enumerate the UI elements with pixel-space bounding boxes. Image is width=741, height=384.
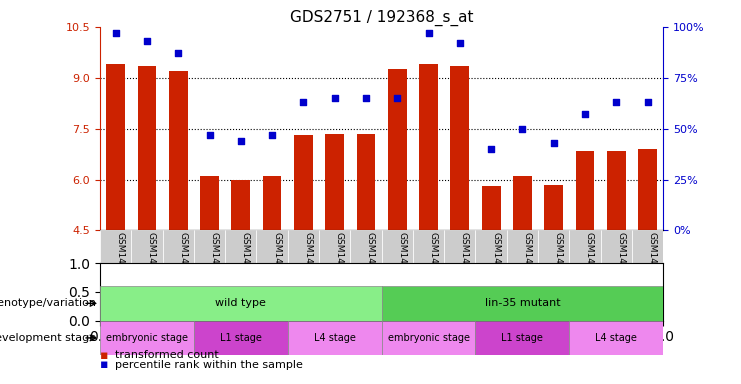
- Bar: [569, 321, 663, 355]
- Bar: [576, 151, 594, 230]
- Bar: [388, 69, 407, 230]
- Text: GSM147330: GSM147330: [272, 232, 281, 287]
- Bar: [288, 230, 319, 288]
- Bar: [545, 185, 563, 230]
- Text: L1 stage: L1 stage: [220, 333, 262, 343]
- Bar: [100, 321, 194, 355]
- Bar: [476, 321, 569, 355]
- Bar: [288, 321, 382, 355]
- Text: L4 stage: L4 stage: [313, 333, 356, 343]
- Bar: [382, 286, 663, 321]
- Text: GSM146422: GSM146422: [210, 232, 219, 286]
- Bar: [476, 230, 507, 288]
- Text: L1 stage: L1 stage: [502, 333, 543, 343]
- Bar: [413, 230, 444, 288]
- Point: [141, 38, 153, 44]
- Bar: [100, 286, 382, 321]
- Bar: [356, 134, 376, 230]
- Text: GSM147336: GSM147336: [366, 232, 375, 287]
- Text: embryonic stage: embryonic stage: [388, 333, 470, 343]
- Text: GSM147335: GSM147335: [335, 232, 344, 287]
- Bar: [632, 230, 663, 288]
- Bar: [601, 230, 632, 288]
- Bar: [100, 230, 131, 288]
- Point: [422, 30, 434, 36]
- Title: GDS2751 / 192368_s_at: GDS2751 / 192368_s_at: [290, 9, 473, 25]
- Text: transformed count: transformed count: [115, 350, 219, 360]
- Bar: [200, 176, 219, 230]
- Point: [235, 138, 247, 144]
- Bar: [256, 230, 288, 288]
- Text: percentile rank within the sample: percentile rank within the sample: [115, 360, 303, 370]
- Bar: [513, 176, 532, 230]
- Text: ▪: ▪: [100, 349, 108, 362]
- Point: [297, 99, 309, 105]
- Point: [516, 126, 528, 132]
- Bar: [294, 136, 313, 230]
- Bar: [350, 230, 382, 288]
- Bar: [569, 230, 601, 288]
- Point: [266, 132, 278, 138]
- Text: L4 stage: L4 stage: [595, 333, 637, 343]
- Bar: [607, 151, 625, 230]
- Text: lin-35 mutant: lin-35 mutant: [485, 298, 560, 308]
- Bar: [638, 149, 657, 230]
- Point: [548, 140, 559, 146]
- Text: GSM147334: GSM147334: [303, 232, 313, 287]
- Point: [360, 95, 372, 101]
- Bar: [444, 230, 476, 288]
- Point: [110, 30, 122, 36]
- Bar: [507, 230, 538, 288]
- Text: genotype/variation: genotype/variation: [0, 298, 96, 308]
- Point: [485, 146, 497, 152]
- Text: GSM147342: GSM147342: [179, 232, 187, 287]
- Text: GSM147337: GSM147337: [585, 232, 594, 287]
- Bar: [319, 230, 350, 288]
- Point: [391, 95, 403, 101]
- Text: wild type: wild type: [216, 298, 266, 308]
- Bar: [419, 64, 438, 230]
- Point: [642, 99, 654, 105]
- Bar: [194, 230, 225, 288]
- Bar: [263, 176, 282, 230]
- Bar: [106, 64, 125, 230]
- Bar: [538, 230, 569, 288]
- Point: [611, 99, 622, 105]
- Bar: [138, 66, 156, 230]
- Bar: [325, 134, 344, 230]
- Text: ▪: ▪: [100, 358, 108, 371]
- Text: GSM147340: GSM147340: [116, 232, 124, 287]
- Bar: [382, 230, 413, 288]
- Bar: [382, 321, 476, 355]
- Bar: [482, 186, 500, 230]
- Text: GSM147333: GSM147333: [554, 232, 562, 287]
- Bar: [194, 321, 288, 355]
- Bar: [131, 230, 162, 288]
- Text: development stage: development stage: [0, 333, 96, 343]
- Text: GSM147332: GSM147332: [522, 232, 531, 287]
- Bar: [169, 71, 187, 230]
- Point: [204, 132, 216, 138]
- Text: GSM147339: GSM147339: [648, 232, 657, 287]
- Text: GSM147345: GSM147345: [428, 232, 437, 287]
- Text: GSM146423: GSM146423: [241, 232, 250, 287]
- Point: [454, 40, 466, 46]
- Text: embryonic stage: embryonic stage: [106, 333, 188, 343]
- Text: GSM147338: GSM147338: [617, 232, 625, 287]
- Text: GSM147341: GSM147341: [147, 232, 156, 287]
- Text: GSM147346: GSM147346: [460, 232, 469, 287]
- Point: [173, 50, 185, 56]
- Bar: [451, 66, 469, 230]
- Bar: [162, 230, 194, 288]
- Text: GSM147344: GSM147344: [397, 232, 406, 287]
- Bar: [225, 230, 256, 288]
- Bar: [231, 180, 250, 230]
- Text: GSM147331: GSM147331: [491, 232, 500, 287]
- Point: [329, 95, 341, 101]
- Point: [579, 111, 591, 118]
